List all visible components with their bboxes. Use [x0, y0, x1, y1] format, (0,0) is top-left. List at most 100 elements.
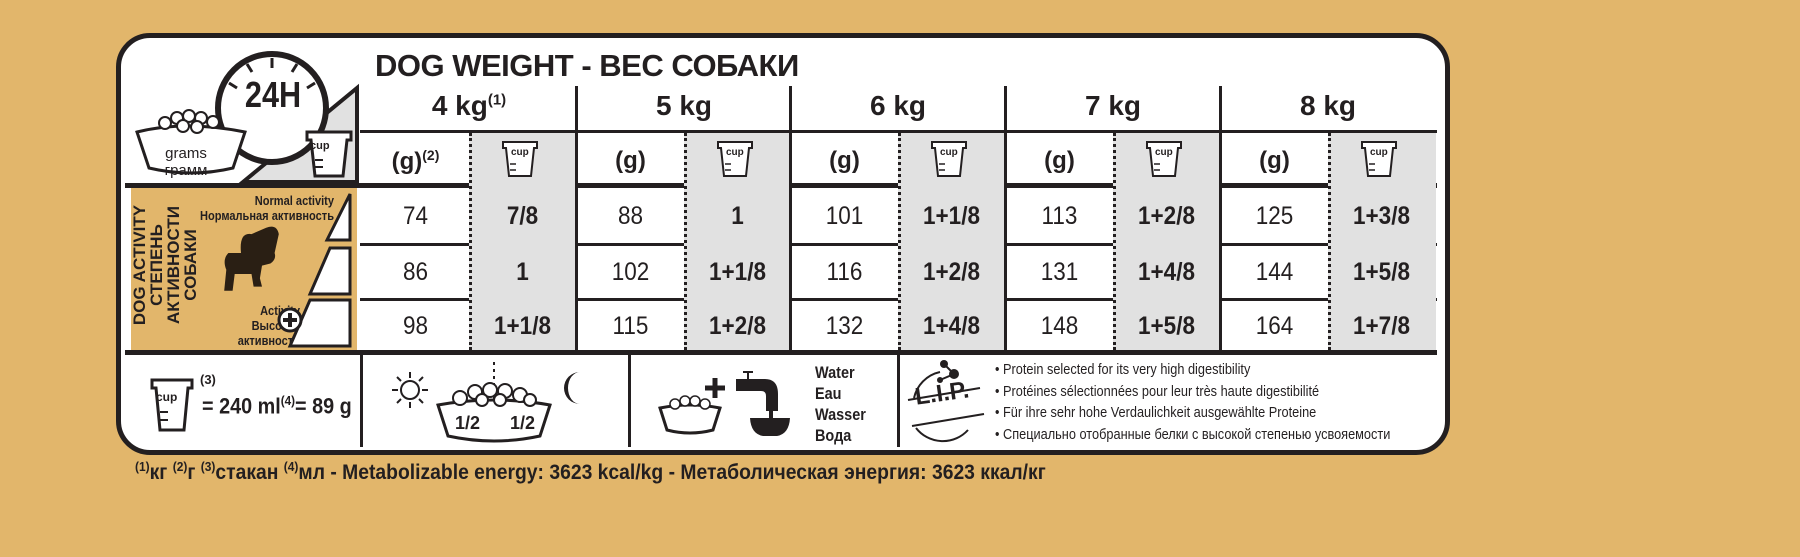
cup-icon — [717, 141, 753, 177]
lip-logo — [907, 360, 985, 443]
sun-icon — [392, 372, 428, 408]
clock-label: 24H — [244, 74, 302, 115]
water-en: Water — [815, 363, 855, 382]
divider — [360, 130, 1437, 133]
cups-value: 1+4/8 — [1138, 258, 1195, 286]
weight-label: 7 kg — [1084, 90, 1142, 121]
cup-ml: = 240 ml — [202, 393, 281, 419]
grams-unit: (g) — [1259, 147, 1290, 174]
cup-text: cup — [940, 147, 958, 158]
cup-icon — [502, 141, 538, 177]
split-meals-icon — [392, 362, 580, 443]
dog-silhouette-icon — [224, 226, 279, 291]
cup-text: cup — [156, 390, 178, 404]
grams-value: 148 — [1040, 311, 1079, 340]
grams-value: 98 — [402, 311, 429, 340]
half-morning: 1/2 — [455, 413, 481, 433]
weight-header: 7 kg — [1006, 90, 1220, 122]
cup-label: cup — [310, 140, 330, 152]
page-title: DOG WEIGHT - ВЕС СОБАКИ — [375, 48, 799, 83]
high-activity-wedge — [287, 298, 352, 348]
column-divider — [1004, 86, 1007, 352]
grams-label: grams грамм — [140, 145, 232, 179]
divider — [360, 352, 363, 447]
fn4: (4) — [283, 459, 299, 474]
grams-subheader: (g) — [791, 147, 898, 175]
divider — [125, 350, 1437, 355]
water-fr: Eau — [815, 384, 842, 403]
grams-value: 102 — [611, 258, 650, 286]
grams-value: 131 — [1040, 258, 1079, 286]
lip-line-ru: • Специально отобранные белки с высокой … — [995, 425, 1391, 443]
cup-text: cup — [1370, 147, 1388, 158]
cup-grams: = 89 g — [295, 393, 352, 419]
grams-value: 164 — [1255, 311, 1294, 340]
cups-value: 1 — [731, 201, 744, 230]
grams-subheader: (g)(2) — [362, 147, 469, 176]
dotted-divider — [1113, 133, 1116, 350]
weight-header: 6 kg — [791, 90, 1005, 122]
weight-label: 5 kg — [655, 90, 713, 121]
dotted-divider — [469, 133, 472, 350]
grams-subheader: (g) — [577, 147, 684, 175]
weight-label: 8 kg — [1299, 90, 1357, 121]
header-icons — [135, 51, 359, 184]
water-ru: Вода — [815, 426, 852, 445]
grams-unit: (g) — [615, 147, 646, 174]
water-bowl-icon — [750, 418, 790, 436]
weight-label: 6 kg — [869, 90, 927, 121]
divider — [897, 352, 900, 447]
cups-value: 7/8 — [506, 201, 539, 230]
normal-ru: Нормальная активность — [200, 208, 334, 223]
lip-line-de: • Für ihre sehr hohe Verdaulichkeit ausg… — [995, 404, 1317, 421]
fn2: (2) — [172, 459, 188, 474]
cup-icon — [1361, 141, 1397, 177]
food-plus-water-icon — [658, 371, 790, 436]
dotted-divider — [1328, 133, 1331, 350]
grams-value: 113 — [1041, 201, 1078, 230]
grams-unit: (g) — [391, 148, 423, 175]
high-ru2: активность — [237, 333, 300, 348]
cups-value: 1+1/8 — [923, 201, 980, 230]
grams-subheader: (g) — [1006, 147, 1113, 175]
column-divider — [789, 86, 792, 352]
cups-value: 1 — [516, 258, 529, 286]
cups-value: 1+7/8 — [1353, 311, 1410, 340]
dotted-divider — [898, 133, 901, 350]
cups-value: 1+4/8 — [923, 311, 980, 340]
divider — [628, 352, 631, 447]
column-divider — [575, 86, 578, 352]
normal-en: Normal activity — [254, 193, 334, 208]
fn2-text: г — [187, 461, 201, 484]
grams-footnote: (2) — [422, 147, 440, 163]
fn1: (1) — [135, 459, 150, 474]
weight-footnote: (1) — [487, 91, 507, 109]
grams-unit: (g) — [1044, 147, 1075, 174]
bowl-icon — [658, 403, 722, 435]
cup-equivalence: = 240 ml(4)= 89 g — [202, 393, 352, 419]
activity-graphics — [224, 193, 352, 348]
side-label-line: СТЕПЕНЬ — [147, 224, 166, 306]
water-label: Water Eau Wasser Вода — [815, 362, 866, 446]
grams-subheader: (g) — [1221, 147, 1328, 175]
cups-value: 1+3/8 — [1353, 201, 1410, 230]
grams-value: 116 — [826, 258, 863, 286]
grams-ru: грамм — [164, 162, 208, 179]
cup-icon — [931, 141, 967, 177]
normal-activity-label: Normal activity Нормальная активность — [164, 193, 334, 223]
cups-value: 1+1/8 — [494, 311, 551, 340]
half-evening: 1/2 — [510, 413, 536, 433]
mid-activity-wedge — [307, 246, 352, 296]
weight-header: 4 kg(1) — [362, 90, 576, 122]
cup-text: cup — [726, 147, 744, 158]
bowl-icon — [436, 398, 552, 443]
grams-value: 88 — [617, 201, 644, 230]
grams-value: 115 — [612, 311, 649, 340]
grams-unit: (g) — [829, 147, 860, 174]
cup-text: cup — [511, 147, 529, 158]
footer-note: (1)кг (2)г (3)стакан (4)мл - Metabolizab… — [135, 459, 1046, 485]
cup-icon — [305, 130, 353, 178]
footnote-4: (4) — [280, 393, 296, 408]
cups-value: 1+2/8 — [923, 258, 980, 286]
cups-value: 1+2/8 — [709, 311, 766, 340]
